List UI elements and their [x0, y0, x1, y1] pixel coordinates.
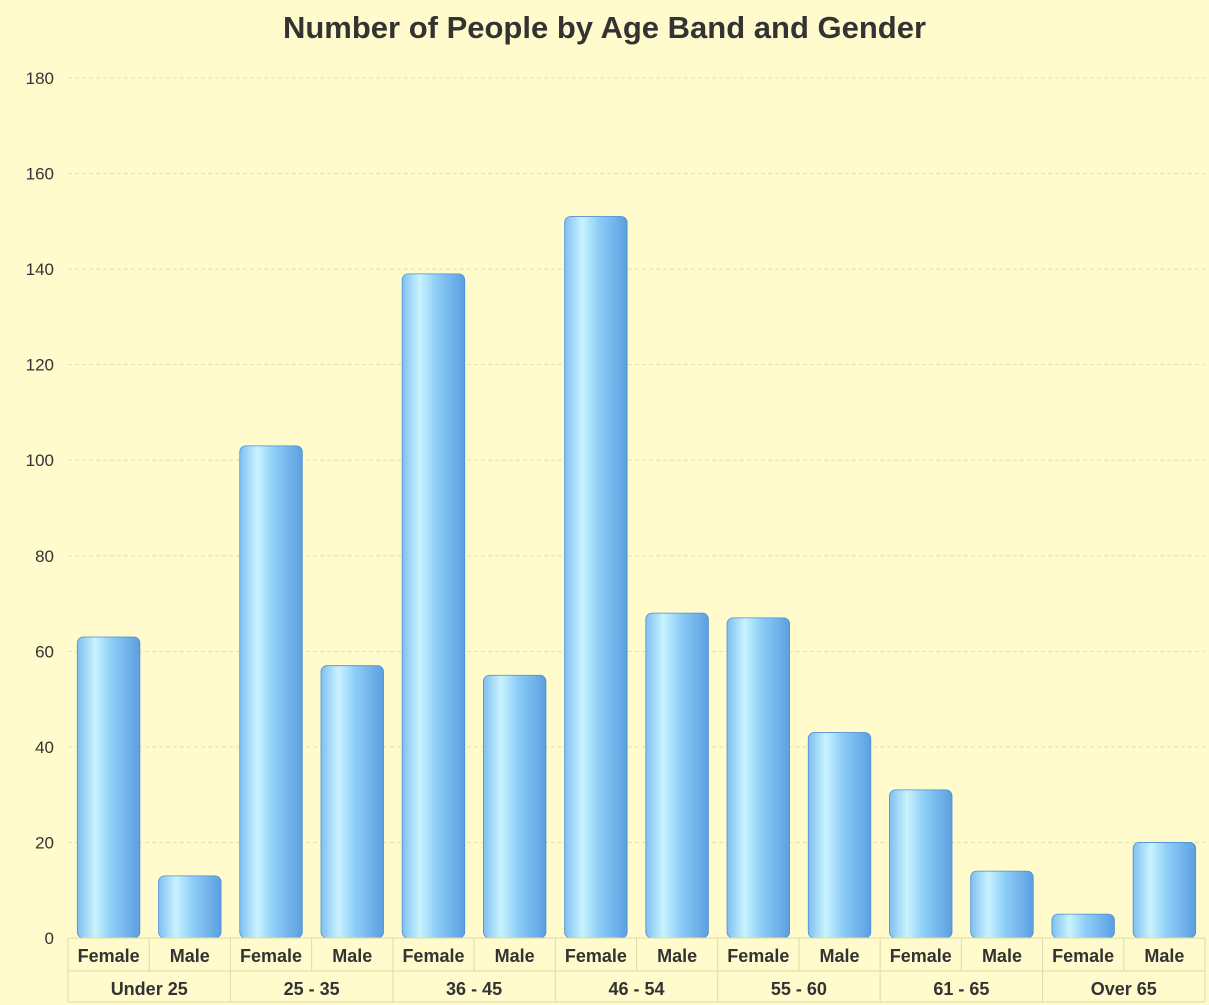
x-category-label: Female	[727, 946, 789, 966]
y-tick-label: 80	[35, 547, 54, 566]
bar-61-65-female	[889, 789, 953, 939]
x-category-label: Male	[495, 946, 535, 966]
x-category-label: Female	[402, 946, 464, 966]
x-category-label: Male	[170, 946, 210, 966]
bar-46-54-male	[645, 612, 709, 939]
bar-55-60-male	[807, 732, 872, 939]
x-category-label: Female	[565, 946, 627, 966]
bar-55-60-female	[726, 617, 790, 939]
x-group-label: 61 - 65	[933, 979, 989, 999]
x-group-label: 55 - 60	[771, 979, 827, 999]
bar-46-54-female	[564, 216, 628, 939]
y-tick-label: 20	[35, 833, 54, 852]
y-tick-label: 140	[26, 260, 54, 279]
x-group-label: Over 65	[1091, 979, 1157, 999]
x-group-label: 25 - 35	[284, 979, 340, 999]
x-category-label: Male	[1144, 946, 1184, 966]
bar-36-45-male	[483, 674, 547, 939]
y-tick-label: 0	[45, 929, 54, 948]
chart-title: Number of People by Age Band and Gender	[282, 10, 927, 45]
y-tick-label: 100	[26, 451, 54, 470]
x-category-label: Male	[982, 946, 1022, 966]
y-tick-label: 180	[26, 69, 54, 88]
y-tick-label: 40	[35, 738, 54, 757]
y-tick-label: 120	[26, 356, 54, 375]
x-category-label: Female	[78, 946, 140, 966]
x-category-label: Male	[657, 946, 697, 966]
y-axis-ticks: 0 20 40 60 80 100 120 140 160 180	[26, 69, 54, 948]
y-tick-label: 60	[35, 642, 54, 661]
bar-under25-female	[76, 636, 141, 939]
x-category-label: Female	[1052, 946, 1114, 966]
bar-61-65-male	[970, 870, 1034, 939]
x-category-label: Male	[820, 946, 860, 966]
x-group-label: 36 - 45	[446, 979, 502, 999]
x-category-label: Female	[890, 946, 952, 966]
y-tick-label: 160	[26, 165, 54, 184]
x-category-label: Female	[240, 946, 302, 966]
x-group-label: Under 25	[111, 979, 188, 999]
bar-25-35-female	[239, 445, 303, 939]
x-axis: Female Male Under 25 Female Male 25 - 35 Femal…	[67, 937, 1206, 1003]
bar-over65-female	[1051, 913, 1115, 939]
grid-lines	[68, 77, 1205, 843]
bar-25-35-male	[320, 665, 384, 939]
x-category-label: Male	[332, 946, 372, 966]
bars	[76, 216, 1197, 939]
bar-36-45-female	[401, 273, 466, 939]
bar-under25-male	[158, 875, 222, 939]
bar-over65-male	[1132, 842, 1197, 939]
x-group-label: 46 - 54	[608, 979, 664, 999]
